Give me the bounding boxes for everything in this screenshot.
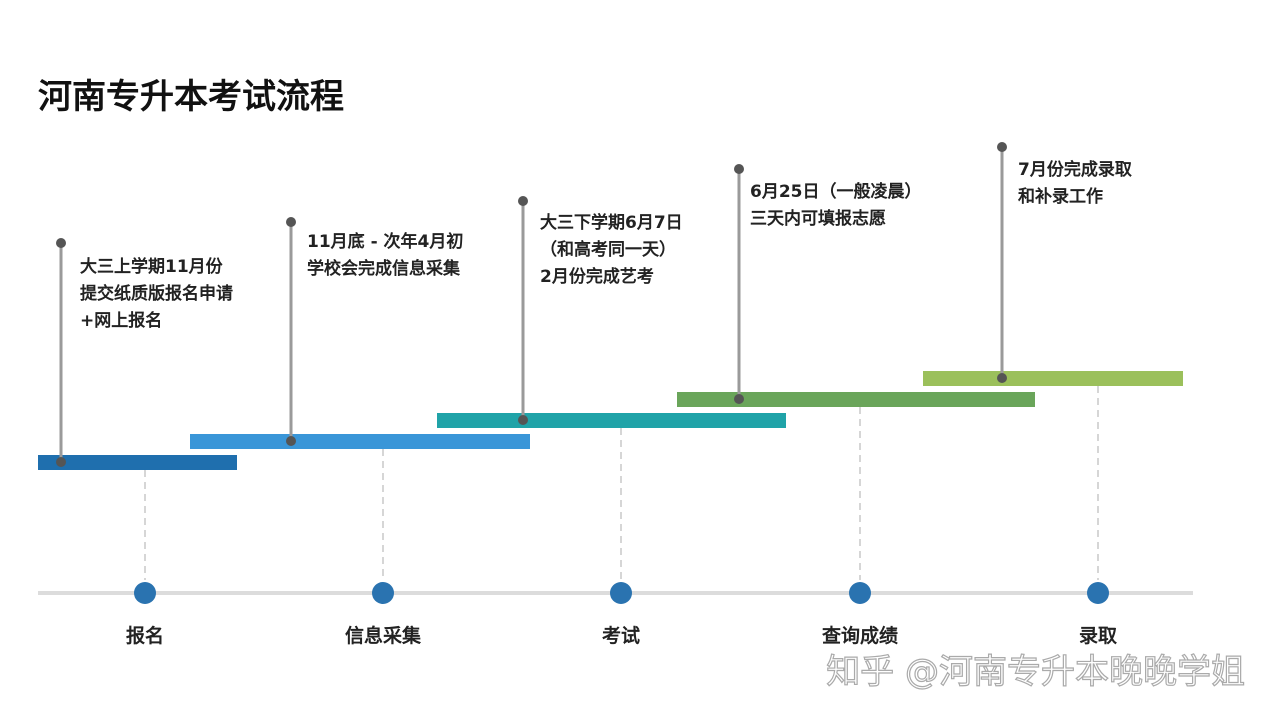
pin-head — [734, 164, 744, 174]
stage-description: 7月份完成录取 — [1018, 159, 1132, 180]
stage-description: 提交纸质版报名申请 — [80, 283, 233, 304]
stage-description: 11月底 - 次年4月初 — [307, 231, 463, 252]
pin-foot — [56, 457, 66, 467]
stage-description: 2月份完成艺考 — [540, 266, 654, 287]
watermark: 知乎 @河南专升本晚晚学姐 — [826, 652, 1245, 692]
stage-label: 报名 — [126, 624, 164, 647]
stage-dot — [849, 582, 871, 604]
stage-dot — [134, 582, 156, 604]
stage-bar — [923, 371, 1183, 386]
stage-description: 三天内可填报志愿 — [750, 208, 886, 229]
stage-bar — [437, 413, 786, 428]
pin-head — [518, 196, 528, 206]
pin-foot — [734, 394, 744, 404]
stage-description: 大三上学期11月份 — [80, 256, 224, 277]
stage-bar — [190, 434, 530, 449]
stage-label: 信息采集 — [345, 624, 422, 647]
stage-dot — [372, 582, 394, 604]
pin-foot — [518, 415, 528, 425]
stage-label: 查询成绩 — [821, 624, 898, 647]
pin-head — [997, 142, 1007, 152]
stage-description: 大三下学期6月7日 — [540, 212, 683, 233]
stage-description: （和高考同一天） — [540, 239, 676, 260]
stage-description: +网上报名 — [80, 310, 162, 331]
pin-head — [286, 217, 296, 227]
stage-dot — [610, 582, 632, 604]
stage-description: 学校会完成信息采集 — [307, 258, 461, 279]
pin-foot — [286, 436, 296, 446]
stage-label: 考试 — [602, 625, 640, 647]
stage-bar — [38, 455, 237, 470]
title: 河南专升本考试流程 — [38, 77, 344, 117]
stage-dot — [1087, 582, 1109, 604]
stage-description: 和补录工作 — [1018, 186, 1103, 207]
stage-label: 录取 — [1079, 625, 1117, 647]
pin-head — [56, 238, 66, 248]
stage-bar — [677, 392, 1035, 407]
stage-description: 6月25日（一般凌晨） — [750, 181, 922, 202]
pin-foot — [997, 373, 1007, 383]
